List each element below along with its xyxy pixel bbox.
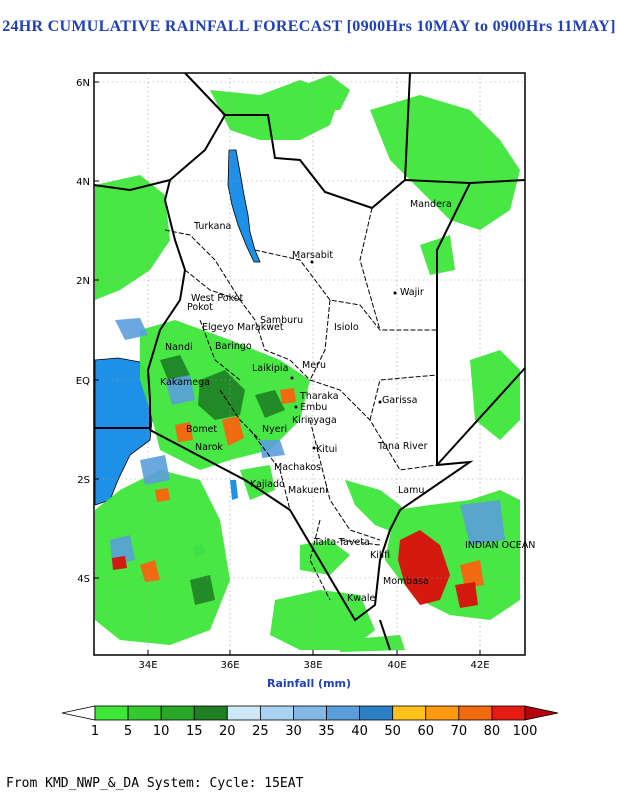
colorbar-label: 5 [124,724,132,739]
place-label: Garissa [382,395,417,406]
lon-tick: 36E [220,660,239,671]
place-label: INDIAN OCEAN [465,540,535,551]
place-label: Narok [195,442,223,453]
rainfall-extreme [112,530,478,608]
lat-tick: 6N [76,78,90,89]
place-label: Machakos [274,462,321,473]
latitude-ticks: 6N 4N 2N EQ 2S 4S [76,78,90,585]
colorbar-title: Rainfall (mm) [266,677,352,690]
place-label: Meru [302,360,326,371]
place-label: Bomet [186,424,217,435]
lat-tick: 2S [77,475,90,486]
place-label: Elgeyo Marakwet [202,322,284,333]
colorbar-cell [425,705,460,721]
colorbar-cell [226,705,261,721]
colorbar-label: 100 [513,724,538,739]
place-label: West Pokot [191,293,244,304]
place-label: Lamu [398,485,424,496]
place-label: Tharaka [299,391,339,402]
colorbar-cell [127,705,162,721]
colorbar-label: 80 [484,724,501,739]
chart-title: 24HR CUMULATIVE RAINFALL FORECAST [0900H… [2,18,616,35]
longitude-ticks: 34E 36E 38E 40E 42E [138,660,489,671]
place-label: Samburu [260,315,303,326]
colorbar-label: 50 [384,724,401,739]
colorbar-label: 30 [285,724,302,739]
national-border [93,72,526,651]
place-label: Makueni [288,485,328,496]
lat-tick: 4S [77,574,90,585]
colorbar-label: 1 [91,724,99,739]
place-label: Turkana [193,221,231,232]
colorbar-cell [458,705,493,721]
place-label-pokot: Pokot [187,302,213,313]
colorbar-cell [160,705,195,721]
lake-turkana [227,149,261,263]
place-label: Taita-Taveta [313,537,370,548]
place-label: Tana River [377,441,428,452]
county-borders [164,207,438,601]
colorbar-cell [359,705,394,721]
colorbar-label: 70 [451,724,468,739]
lat-tick: EQ [76,376,90,387]
place-label: Isiolo [334,322,359,333]
lon-tick: 38E [303,660,322,671]
place-label: Nandi [165,342,193,353]
lake-small-2 [230,480,238,500]
place-label: Kitui [316,444,337,455]
place-label: Kajiado [250,479,285,490]
place-label: Kilifi [370,550,390,561]
lon-tick: 40E [387,660,406,671]
footer-source: From KMD_NWP_&_DA System: Cycle: 15EAT [6,776,304,791]
colorbar-cell [259,705,294,721]
place-label: Nyeri [262,424,287,435]
colorbar-label: 60 [417,724,434,739]
place-label: Laikipia [252,363,288,374]
colorbar-cell [491,705,526,721]
place-label: Mandera [410,199,452,210]
town-markers [290,260,397,450]
place-label: Baringo [215,341,252,352]
lon-tick: 42E [470,660,489,671]
colorbar-cell [392,705,427,721]
lon-tick: 34E [138,660,157,671]
colorbar-cell [94,705,129,721]
colorbar-cell [293,705,327,721]
colorbar-cell [193,705,228,721]
place-label: Kirinyaga [292,415,337,426]
place-labels: Mandera Turkana Marsabit Wajir West Poko… [160,199,535,604]
colorbar-label: 35 [318,724,335,739]
colorbar-cell [61,705,96,721]
place-label: Kakamega [160,377,210,388]
colorbar-cell [326,705,361,721]
lat-tick-marks [94,81,481,655]
colorbar-cell [524,705,559,721]
lat-tick: 4N [76,177,90,188]
rainfall-blue [110,318,505,565]
colorbar-label: 15 [186,724,203,739]
rainfall-heavy [140,388,484,588]
place-label: Mombasa [383,576,429,587]
place-label: Marsabit [292,250,333,261]
colorbar-label: 10 [153,724,170,739]
lat-tick: 2N [76,276,90,287]
colorbar-label: 20 [219,724,236,739]
place-label: Wajir [400,287,424,298]
colorbar-label: 40 [351,724,368,739]
place-label: Embu [300,402,327,413]
place-label: Kwale [347,593,375,604]
colorbar-label: 25 [252,724,269,739]
